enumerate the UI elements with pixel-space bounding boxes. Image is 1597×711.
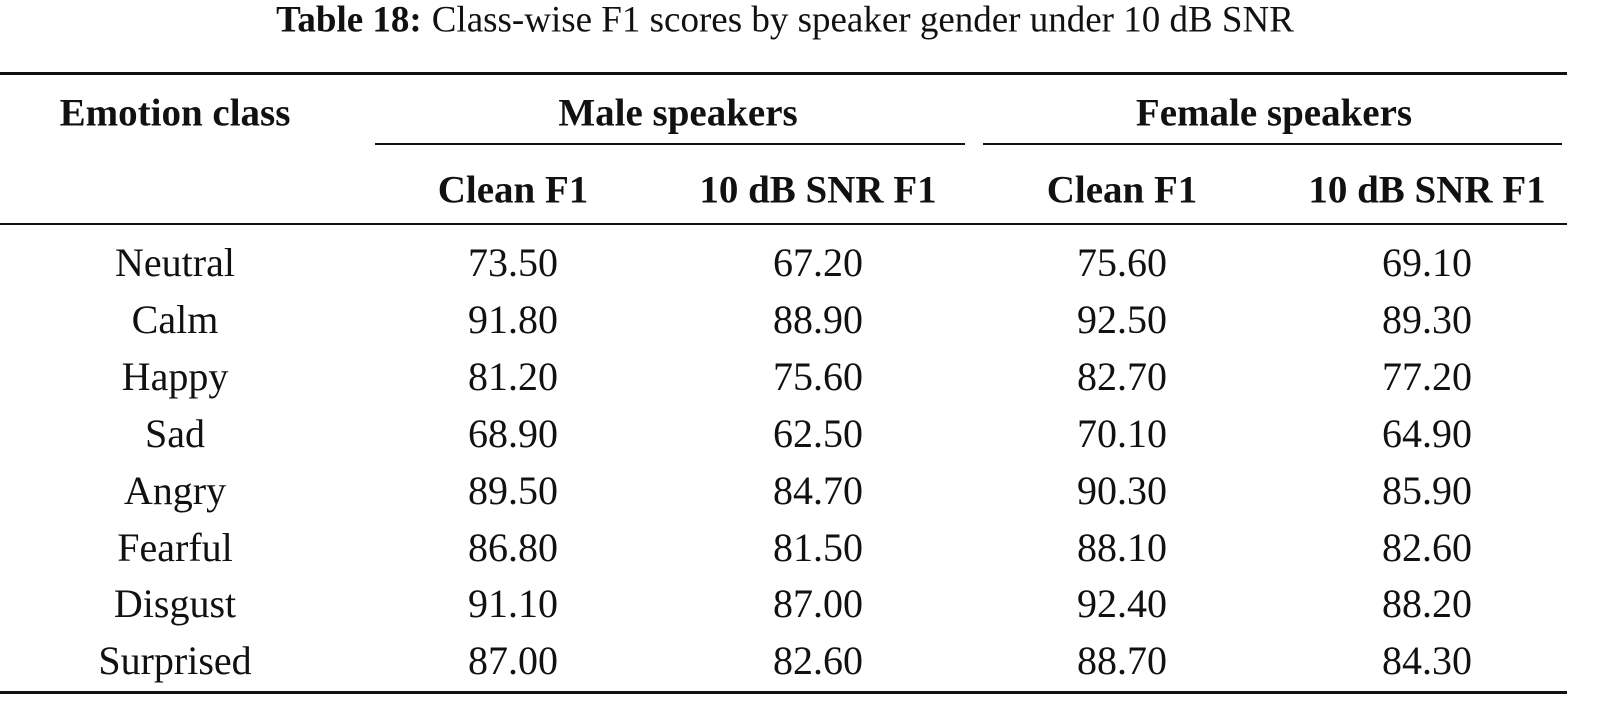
- row-label: Angry: [123, 467, 227, 513]
- cell: 70.10: [1077, 410, 1167, 456]
- cell: 86.80: [468, 524, 558, 570]
- cell: 67.20: [773, 240, 863, 285]
- caption: Table 18: Class-wise F1 scores by speaker…: [276, 2, 1294, 39]
- cell: 87.00: [773, 581, 863, 627]
- cell: 90.30: [1077, 467, 1167, 513]
- cell: 75.60: [1077, 240, 1167, 285]
- cell: 77.20: [1382, 353, 1472, 399]
- cell: 87.00: [468, 638, 558, 684]
- cell: 88.70: [1077, 638, 1167, 684]
- cell: 64.90: [1382, 410, 1472, 456]
- header-rule: [0, 223, 1567, 225]
- cell: 82.60: [773, 638, 863, 684]
- cell: 84.30: [1382, 638, 1472, 684]
- cell: 89.50: [468, 467, 558, 513]
- top-rule: [0, 72, 1567, 75]
- column-header: 10 dB SNR F1: [699, 168, 937, 212]
- column-header: Clean F1: [437, 168, 589, 212]
- cell: 68.90: [468, 410, 558, 456]
- cell: 81.20: [468, 353, 558, 399]
- group-header: Female speakers: [1135, 91, 1413, 135]
- cell: 92.40: [1077, 581, 1167, 627]
- cell: 89.30: [1382, 296, 1472, 342]
- row-label-header: Emotion class: [59, 91, 291, 135]
- cell: 88.20: [1382, 581, 1472, 627]
- cell: 73.50: [468, 240, 558, 285]
- column-header: Clean F1: [1046, 168, 1198, 212]
- row-label: Sad: [145, 410, 205, 456]
- cell: 85.90: [1382, 467, 1472, 513]
- cell: 92.50: [1077, 296, 1167, 342]
- caption-text: Class-wise F1 scores by speaker gender u…: [431, 0, 1294, 41]
- cell: 91.80: [468, 296, 558, 342]
- group-rule: [983, 143, 1562, 145]
- cell: 69.10: [1382, 240, 1472, 285]
- row-label: Calm: [131, 296, 219, 342]
- cell: 88.90: [773, 296, 863, 342]
- cell: 81.50: [773, 524, 863, 570]
- row-label: Happy: [121, 353, 229, 399]
- group-rule: [375, 143, 965, 145]
- bottom-rule: [0, 691, 1567, 694]
- cell: 84.70: [773, 467, 863, 513]
- caption-label: Table 18:: [276, 0, 422, 41]
- row-label: Fearful: [117, 524, 233, 570]
- cell: 75.60: [773, 353, 863, 399]
- column-header: 10 dB SNR F1: [1308, 168, 1546, 212]
- row-label: Neutral: [115, 240, 235, 285]
- cell: 91.10: [468, 581, 558, 627]
- cell: 82.70: [1077, 353, 1167, 399]
- cell: 88.10: [1077, 524, 1167, 570]
- cell: 82.60: [1382, 524, 1472, 570]
- row-label: Surprised: [98, 638, 252, 684]
- row-label: Disgust: [113, 581, 237, 627]
- cell: 62.50: [773, 410, 863, 456]
- group-header: Male speakers: [558, 91, 798, 135]
